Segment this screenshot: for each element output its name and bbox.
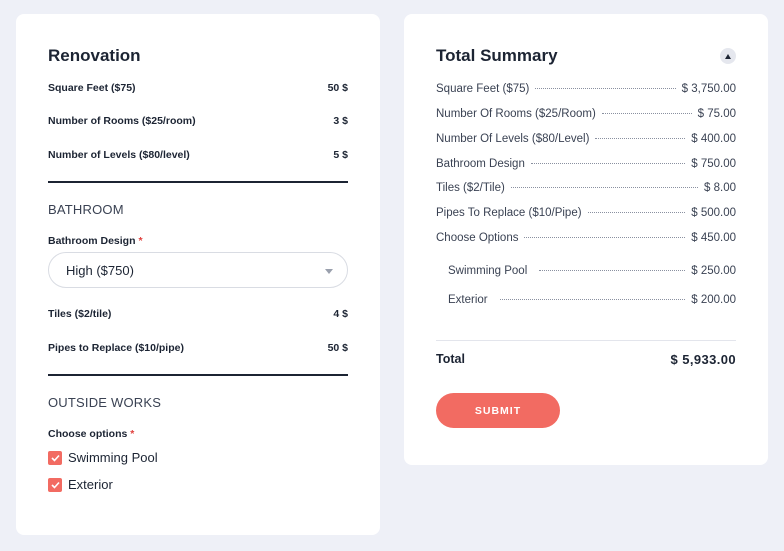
summary-item-value: $ 3,750.00 bbox=[681, 83, 736, 95]
summary-item: Number Of Levels ($80/Level) $ 400.00 bbox=[436, 133, 736, 145]
summary-sub-item-value: $ 250.00 bbox=[691, 265, 736, 277]
total-value: $ 5,933.00 bbox=[670, 352, 736, 367]
summary-item-value: $ 500.00 bbox=[691, 207, 736, 219]
summary-item-value: $ 750.00 bbox=[691, 158, 736, 170]
dotted-leader bbox=[524, 237, 686, 238]
bathroom-design-select[interactable]: High ($750) bbox=[48, 252, 348, 288]
exterior-checkbox[interactable]: Exterior bbox=[48, 477, 113, 492]
summary-item-value: $ 400.00 bbox=[691, 133, 736, 145]
summary-item: Number Of Rooms ($25/Room) $ 75.00 bbox=[436, 108, 736, 120]
total-row: Total $ 5,933.00 bbox=[436, 352, 736, 367]
chevron-down-icon bbox=[325, 269, 333, 274]
summary-sub-item: Exterior $ 200.00 bbox=[448, 294, 736, 306]
total-divider bbox=[436, 340, 736, 341]
exterior-label: Exterior bbox=[68, 477, 113, 492]
section-divider bbox=[48, 374, 348, 376]
summary-item-label: Pipes To Replace ($10/Pipe) bbox=[436, 207, 582, 219]
summary-item-label: Number Of Levels ($80/Level) bbox=[436, 133, 590, 145]
dotted-leader bbox=[530, 163, 686, 164]
pipes-label: Pipes to Replace ($10/pipe) bbox=[48, 342, 184, 354]
pipes-value: 50 $ bbox=[327, 342, 348, 354]
required-mark: * bbox=[138, 235, 143, 247]
square-feet-value: 50 $ bbox=[327, 82, 348, 94]
outside-works-section-title: OUTSIDE WORKS bbox=[48, 395, 162, 410]
summary-item-label: Number Of Rooms ($25/Room) bbox=[436, 108, 596, 120]
pipes-row[interactable]: Pipes to Replace ($10/pipe) 50 $ bbox=[48, 342, 348, 354]
swimming-pool-label: Swimming Pool bbox=[68, 450, 158, 465]
summary-sub-item-label: Swimming Pool bbox=[448, 265, 528, 277]
calculator-form-card: Renovation Square Feet ($75) 50 $ Number… bbox=[16, 14, 380, 535]
summary-title: Total Summary bbox=[436, 46, 558, 65]
square-feet-row[interactable]: Square Feet ($75) 50 $ bbox=[48, 82, 348, 94]
square-feet-label: Square Feet ($75) bbox=[48, 82, 136, 94]
summary-sub-item: Swimming Pool $ 250.00 bbox=[448, 265, 736, 277]
summary-item-label: Choose Options bbox=[436, 232, 519, 244]
summary-item-label: Square Feet ($75) bbox=[436, 83, 530, 95]
summary-item: Square Feet ($75) $ 3,750.00 bbox=[436, 83, 736, 95]
renovation-title: Renovation bbox=[48, 46, 141, 65]
dotted-leader bbox=[539, 270, 686, 271]
summary-item-value: $ 450.00 bbox=[691, 232, 736, 244]
summary-item-value: $ 8.00 bbox=[704, 182, 736, 194]
total-summary-card: Total Summary Square Feet ($75) $ 3,750.… bbox=[404, 14, 768, 465]
rooms-row[interactable]: Number of Rooms ($25/room) 3 $ bbox=[48, 115, 348, 127]
submit-button[interactable]: SUBMIT bbox=[436, 393, 560, 428]
tiles-value: 4 $ bbox=[333, 308, 348, 320]
choose-options-label: Choose options * bbox=[48, 428, 134, 440]
collapse-button[interactable] bbox=[720, 48, 736, 64]
summary-item: Choose Options $ 450.00 bbox=[436, 232, 736, 244]
bathroom-section-title: BATHROOM bbox=[48, 202, 124, 217]
summary-item: Pipes To Replace ($10/Pipe) $ 500.00 bbox=[436, 207, 736, 219]
section-divider bbox=[48, 181, 348, 183]
bathroom-design-label-text: Bathroom Design bbox=[48, 235, 136, 247]
summary-item: Bathroom Design $ 750.00 bbox=[436, 158, 736, 170]
summary-item-label: Bathroom Design bbox=[436, 158, 525, 170]
total-label: Total bbox=[436, 352, 465, 366]
bathroom-design-label: Bathroom Design * bbox=[48, 235, 143, 247]
summary-item: Tiles ($2/Tile) $ 8.00 bbox=[436, 182, 736, 194]
summary-sub-item-value: $ 200.00 bbox=[691, 294, 736, 306]
required-mark: * bbox=[130, 428, 135, 440]
swimming-pool-checkbox[interactable]: Swimming Pool bbox=[48, 450, 158, 465]
choose-options-label-text: Choose options bbox=[48, 428, 128, 440]
dotted-leader bbox=[587, 212, 686, 213]
tiles-label: Tiles ($2/tile) bbox=[48, 308, 112, 320]
dotted-leader bbox=[601, 113, 692, 114]
rooms-value: 3 $ bbox=[333, 115, 348, 127]
dotted-leader bbox=[510, 187, 699, 188]
summary-item-label: Tiles ($2/Tile) bbox=[436, 182, 505, 194]
levels-row[interactable]: Number of Levels ($80/level) 5 $ bbox=[48, 149, 348, 161]
bathroom-design-selected: High ($750) bbox=[66, 262, 134, 278]
summary-sub-item-label: Exterior bbox=[448, 294, 488, 306]
tiles-row[interactable]: Tiles ($2/tile) 4 $ bbox=[48, 308, 348, 320]
chevron-up-icon bbox=[725, 53, 731, 59]
dotted-leader bbox=[595, 138, 686, 139]
dotted-leader bbox=[535, 88, 676, 89]
summary-item-value: $ 75.00 bbox=[697, 108, 736, 120]
rooms-label: Number of Rooms ($25/room) bbox=[48, 115, 196, 127]
checkmark-icon[interactable] bbox=[48, 450, 62, 465]
levels-label: Number of Levels ($80/level) bbox=[48, 149, 190, 161]
checkmark-icon[interactable] bbox=[48, 477, 62, 492]
dotted-leader bbox=[499, 299, 686, 300]
levels-value: 5 $ bbox=[333, 149, 348, 161]
